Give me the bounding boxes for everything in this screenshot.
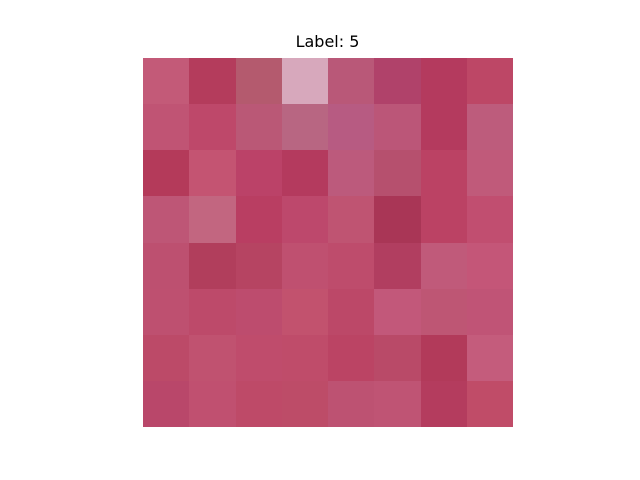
- pixel-cell: [328, 380, 375, 427]
- pixel-cell: [235, 104, 282, 151]
- pixel-cell: [281, 334, 328, 381]
- pixel-cell: [328, 288, 375, 335]
- pixel-cell: [466, 104, 513, 151]
- pixel-cell: [420, 242, 467, 289]
- pixel-cell: [281, 104, 328, 151]
- pixel-cell: [420, 150, 467, 197]
- pixel-cell: [328, 242, 375, 289]
- pixel-cell: [189, 380, 236, 427]
- pixel-cell: [374, 288, 421, 335]
- pixel-cell: [189, 334, 236, 381]
- pixel-cell: [328, 196, 375, 243]
- pixel-cell: [143, 334, 190, 381]
- pixel-cell: [281, 196, 328, 243]
- pixel-cell: [281, 288, 328, 335]
- pixel-cell: [466, 334, 513, 381]
- pixel-cell: [143, 104, 190, 151]
- pixel-cell: [281, 380, 328, 427]
- pixel-cell: [328, 150, 375, 197]
- pixel-cell: [189, 242, 236, 289]
- pixel-cell: [466, 150, 513, 197]
- pixel-cell: [235, 150, 282, 197]
- pixel-cell: [143, 58, 190, 105]
- pixel-cell: [235, 334, 282, 381]
- pixel-cell: [420, 334, 467, 381]
- pixel-cell: [189, 104, 236, 151]
- pixel-cell: [374, 334, 421, 381]
- pixel-image: [143, 58, 513, 427]
- pixel-cell: [235, 288, 282, 335]
- pixel-cell: [235, 196, 282, 243]
- pixel-cell: [189, 288, 236, 335]
- pixel-cell: [281, 58, 328, 105]
- pixel-cell: [189, 196, 236, 243]
- pixel-cell: [143, 242, 190, 289]
- pixel-cell: [143, 196, 190, 243]
- pixel-cell: [374, 380, 421, 427]
- pixel-cell: [374, 150, 421, 197]
- pixel-cell: [466, 196, 513, 243]
- pixel-cell: [328, 58, 375, 105]
- pixel-cell: [189, 150, 236, 197]
- pixel-cell: [420, 380, 467, 427]
- pixel-cell: [235, 242, 282, 289]
- pixel-cell: [235, 380, 282, 427]
- pixel-cell: [420, 104, 467, 151]
- pixel-cell: [235, 58, 282, 105]
- pixel-cell: [328, 104, 375, 151]
- pixel-cell: [374, 242, 421, 289]
- pixel-cell: [420, 58, 467, 105]
- pixel-cell: [143, 380, 190, 427]
- pixel-cell: [143, 288, 190, 335]
- figure-title: Label: 5: [295, 32, 360, 51]
- pixel-cell: [374, 58, 421, 105]
- pixel-cell: [420, 288, 467, 335]
- pixel-cell: [466, 58, 513, 105]
- pixel-cell: [281, 242, 328, 289]
- pixel-cell: [281, 150, 328, 197]
- pixel-cell: [328, 334, 375, 381]
- pixel-cell: [420, 196, 467, 243]
- pixel-cell: [189, 58, 236, 105]
- pixel-cell: [374, 196, 421, 243]
- pixel-cell: [143, 150, 190, 197]
- pixel-cell: [466, 288, 513, 335]
- pixel-cell: [466, 242, 513, 289]
- pixel-cell: [374, 104, 421, 151]
- pixel-cell: [466, 380, 513, 427]
